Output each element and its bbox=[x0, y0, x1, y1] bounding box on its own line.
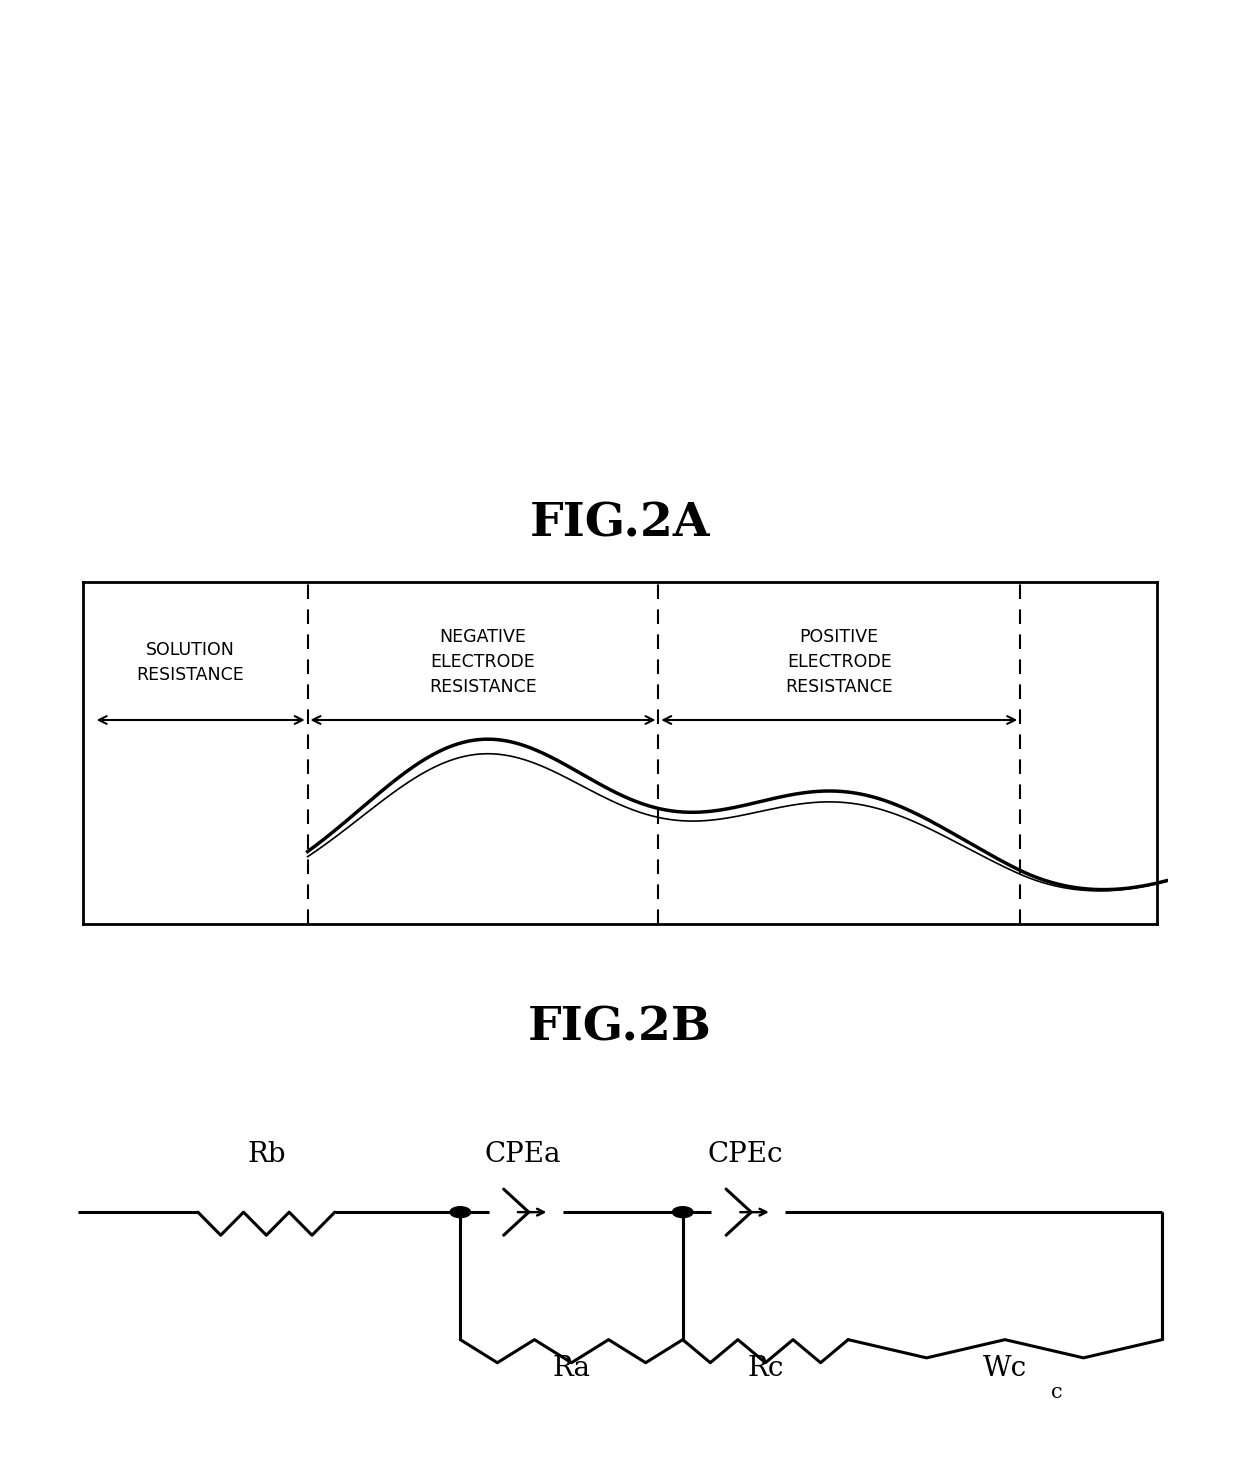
Text: Ra: Ra bbox=[553, 1355, 590, 1382]
Text: Rc: Rc bbox=[748, 1355, 784, 1382]
Text: FIG.2A: FIG.2A bbox=[529, 500, 711, 546]
Text: CPEc: CPEc bbox=[708, 1141, 784, 1168]
Text: NEGATIVE
ELECTRODE
RESISTANCE: NEGATIVE ELECTRODE RESISTANCE bbox=[429, 628, 537, 696]
Text: FIG.2B: FIG.2B bbox=[528, 1005, 712, 1051]
Text: Rb: Rb bbox=[247, 1141, 285, 1168]
Circle shape bbox=[672, 1206, 693, 1217]
Text: POSITIVE
ELECTRODE
RESISTANCE: POSITIVE ELECTRODE RESISTANCE bbox=[785, 628, 893, 696]
Text: c: c bbox=[1050, 1383, 1063, 1402]
Circle shape bbox=[450, 1206, 470, 1217]
Text: CPEa: CPEa bbox=[485, 1141, 562, 1168]
Text: Wc: Wc bbox=[983, 1355, 1027, 1382]
Text: SOLUTION
RESISTANCE: SOLUTION RESISTANCE bbox=[136, 641, 244, 684]
